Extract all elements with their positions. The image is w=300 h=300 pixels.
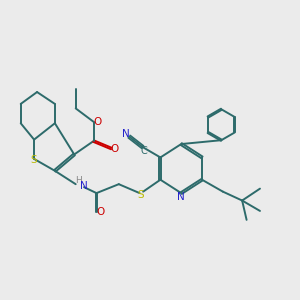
- Text: N: N: [177, 192, 185, 202]
- Text: N: N: [80, 181, 88, 191]
- Text: O: O: [111, 143, 119, 154]
- Text: C: C: [141, 146, 147, 156]
- Text: H: H: [75, 176, 82, 185]
- Text: O: O: [96, 207, 104, 218]
- Text: S: S: [137, 190, 143, 200]
- Text: O: O: [93, 117, 101, 127]
- Text: S: S: [30, 154, 37, 164]
- Text: N: N: [122, 129, 130, 139]
